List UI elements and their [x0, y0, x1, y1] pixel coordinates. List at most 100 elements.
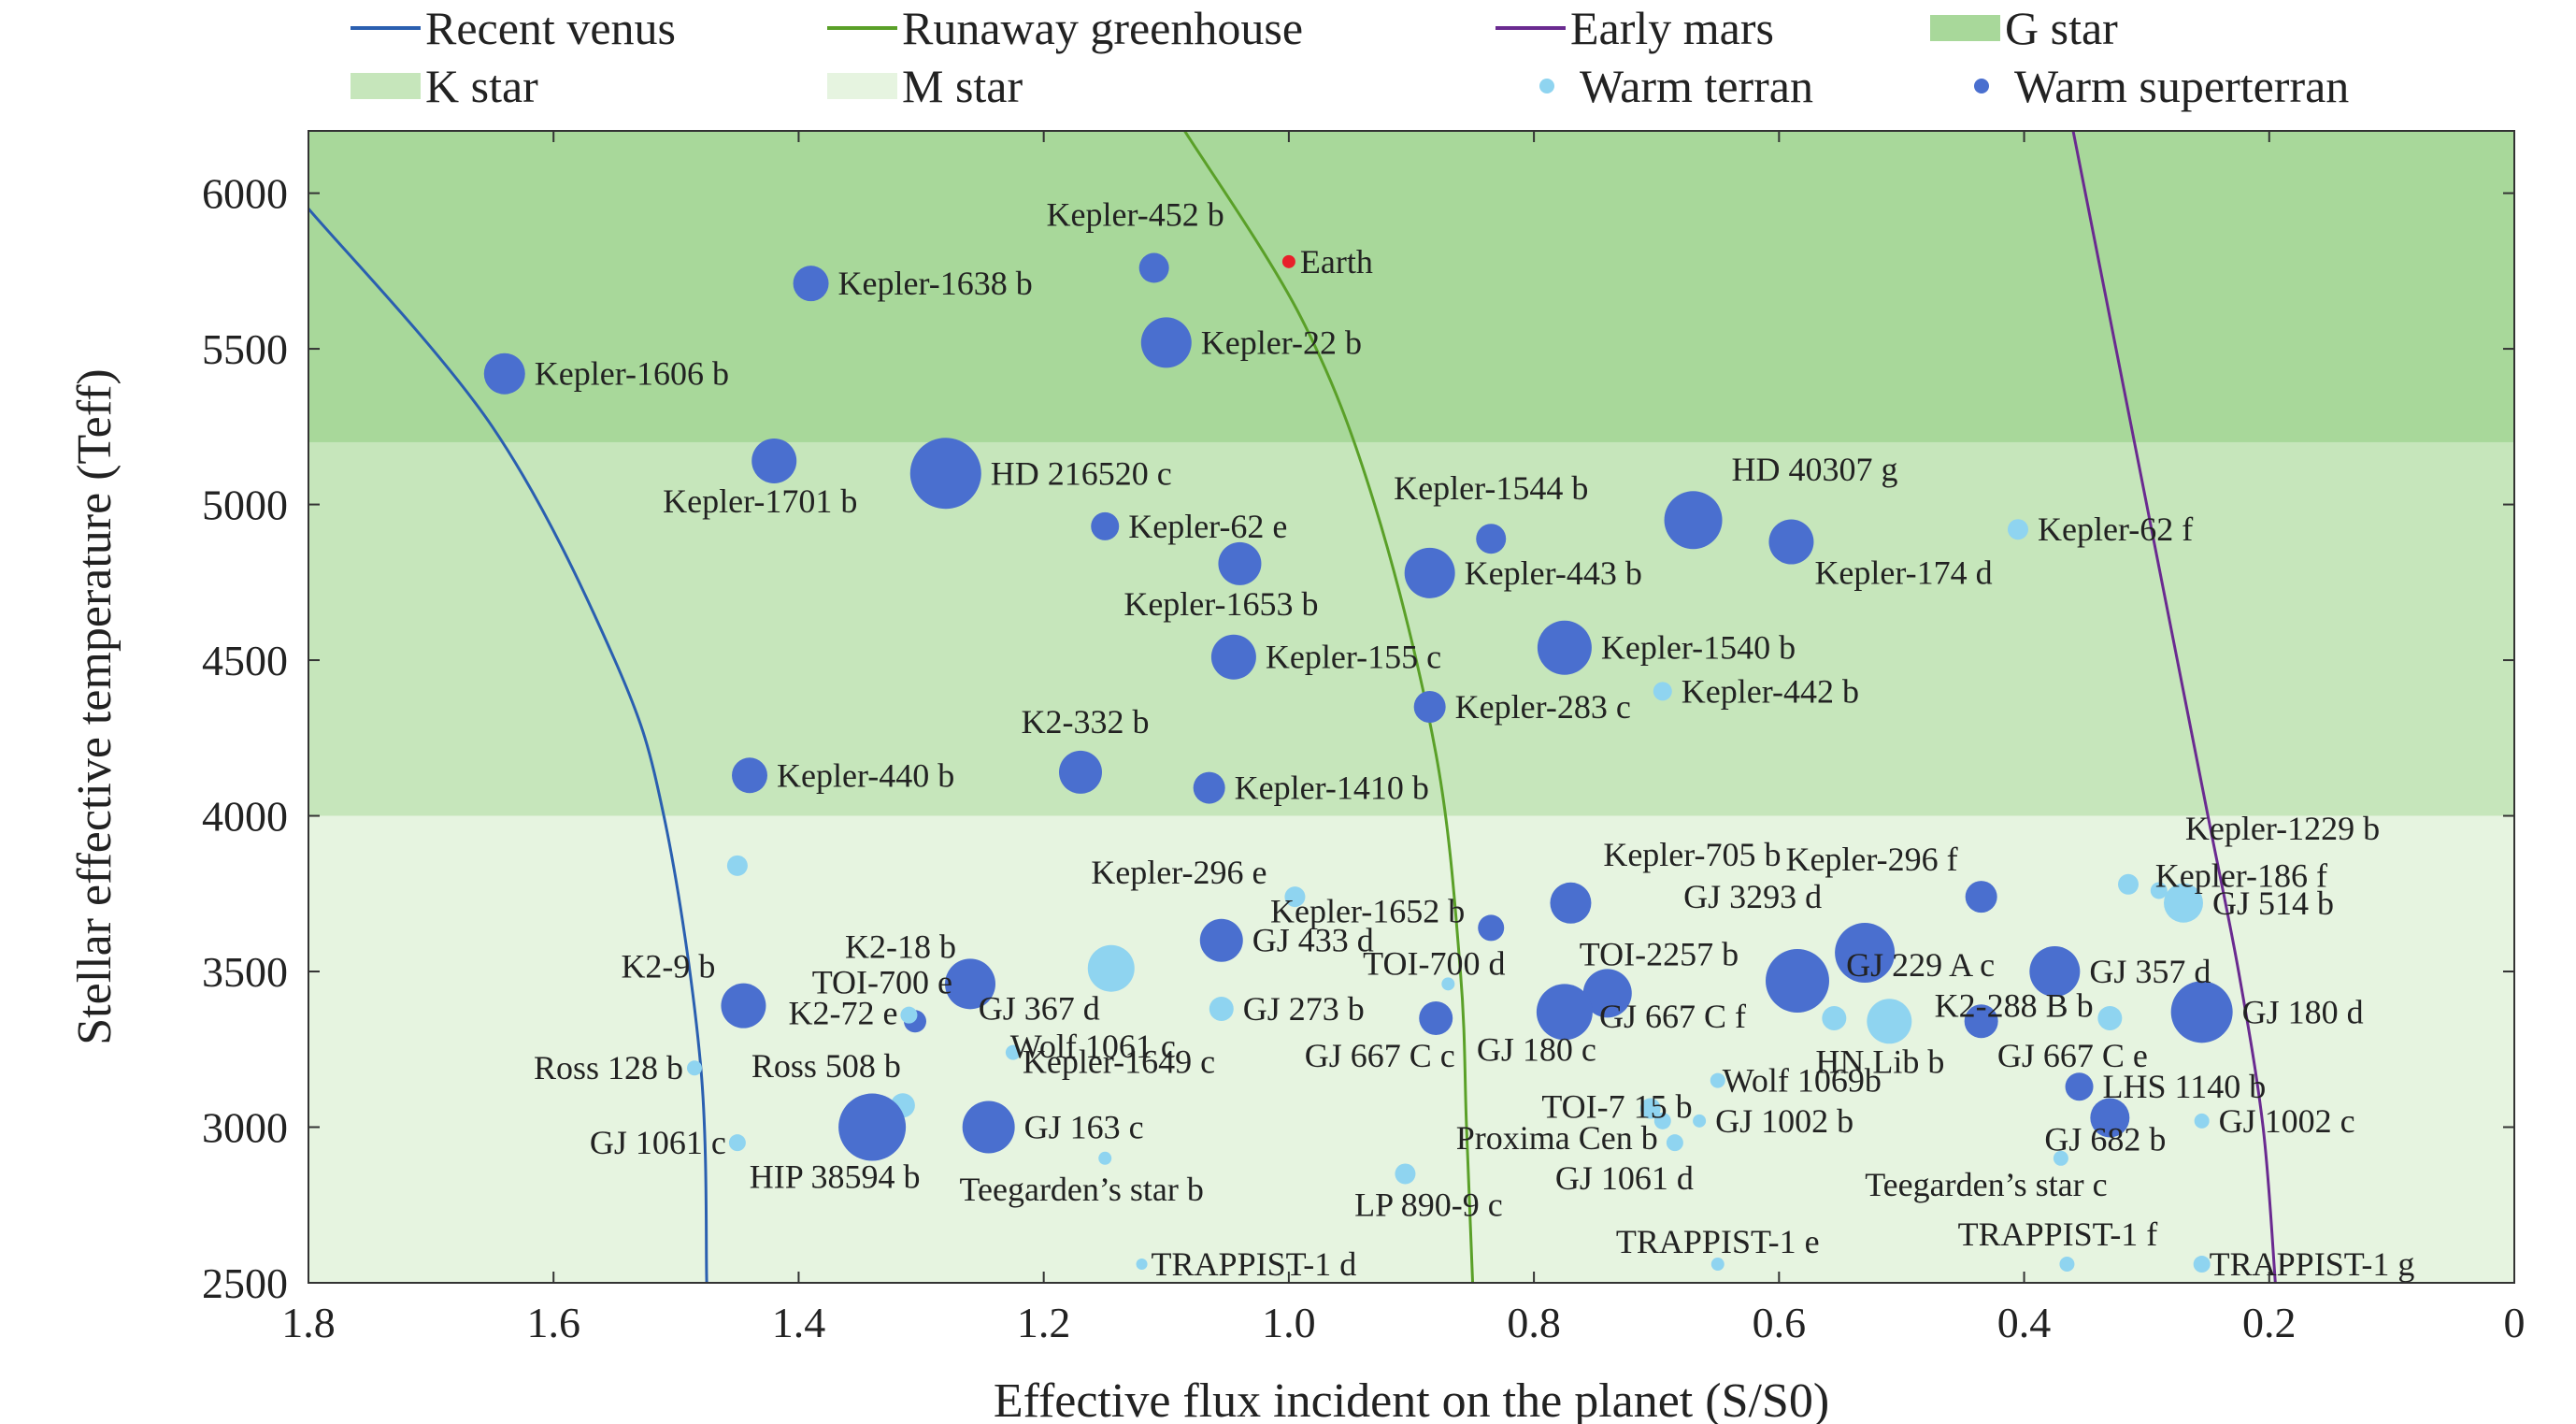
label-gj-433-d: GJ 433 d — [1252, 922, 1374, 959]
label-toi-7-15-b: TOI-7 15 b — [1541, 1088, 1692, 1126]
point-gj-667-c-f — [1766, 949, 1829, 1014]
y-tick-label: 5000 — [202, 482, 288, 529]
point-kepler-452-b — [1138, 252, 1169, 283]
label-gj-1002-b: GJ 1002 b — [1715, 1102, 1853, 1140]
point-kepler-296-e — [1284, 886, 1306, 908]
x-axis-ticks: 1.8 1.6 1.4 1.2 1.0 0.8 0.6 0.4 0.2 0 — [281, 131, 2526, 1346]
label-gj-180-d: GJ 180 d — [2242, 993, 2364, 1030]
label-kepler-296-e: Kepler-296 e — [1091, 854, 1267, 891]
point-kepler-174-d — [1768, 519, 1814, 565]
label-kepler-1649-c: Kepler-1649 c — [1023, 1043, 1215, 1081]
point-kepler-186-f — [2150, 882, 2168, 899]
point-kepler-440-b — [732, 757, 767, 794]
point-kepler-1540-b — [1537, 620, 1592, 675]
point-gj-357-d — [2029, 946, 2081, 998]
label-kepler-186-f: Kepler-186 f — [2155, 856, 2327, 894]
point-kepler-296-f — [1965, 881, 1997, 913]
point-lp-890-9-c — [1395, 1163, 1416, 1185]
point-trappist-1-d — [1136, 1259, 1148, 1271]
point-kepler-442-b — [1653, 682, 1672, 701]
point-kepler-1606-b — [483, 352, 525, 395]
label-kepler-1540-b: Kepler-1540 b — [1601, 629, 1796, 667]
label-gj-667-c-f: GJ 667 C f — [1599, 998, 1746, 1035]
label-kepler-1653-b: Kepler-1653 b — [1123, 585, 1318, 623]
point-unlabeled-45 — [1822, 1005, 1847, 1030]
label-kepler-62-e: Kepler-62 e — [1128, 508, 1287, 545]
plot-frame — [308, 130, 2515, 1284]
planet-labels: Kepler-1606 b Kepler-1638 b Kepler-452 b Ea… — [534, 196, 2414, 1284]
point-trappist-1-e — [1710, 1258, 1724, 1272]
y-axis-label: Stellar effective temperature (Teff) — [68, 368, 122, 1044]
label-k2-72-e: K2-72 e — [788, 995, 897, 1032]
point-gj-1061-c — [728, 1134, 746, 1152]
label-toi-2257-b: TOI-2257 b — [1580, 935, 1739, 972]
point-lhs-1140-b — [2065, 1072, 2094, 1101]
label-kepler-705-b: Kepler-705 b — [1603, 836, 1781, 873]
x-tick-label: 1.8 — [281, 1299, 336, 1346]
x-tick-label: 1.6 — [526, 1299, 580, 1346]
planet-points — [483, 252, 2233, 1273]
point-gj-667-c-c — [1419, 1000, 1453, 1035]
label-kepler-296-f: Kepler-296 f — [1785, 841, 1957, 878]
star-type-bands — [308, 131, 2514, 1283]
legend-warm-terran-label: Warm terran — [1580, 60, 1813, 112]
point-gj-3293-d — [1835, 923, 1896, 984]
label-earth: Earth — [1300, 243, 1373, 280]
label-gj-514-b: GJ 514 b — [2212, 885, 2334, 922]
x-tick-label: 0.8 — [1507, 1299, 1561, 1346]
label-hip-38594-b: HIP 38594 b — [750, 1158, 921, 1196]
point-k2-288-b-b — [1964, 1004, 1998, 1039]
label-gj-3293-d: GJ 3293 d — [1683, 878, 1822, 915]
label-kepler-440-b: Kepler-440 b — [777, 756, 954, 794]
label-gj-367-d: GJ 367 d — [979, 990, 1100, 1028]
label-ross-508-b: Ross 508 b — [751, 1047, 901, 1085]
point-kepler-1701-b — [751, 438, 797, 483]
point-gj-1002-c — [2194, 1113, 2210, 1129]
point-k2-332-b — [1059, 750, 1102, 794]
legend-k-star-label: K star — [425, 60, 538, 112]
label-gj-163-c: GJ 163 c — [1024, 1109, 1144, 1146]
point-gj-433-d — [1199, 918, 1243, 962]
point-hip-38594-b — [838, 1093, 907, 1161]
legend-g-star-swatch — [1930, 15, 2000, 41]
label-kepler-174-d: Kepler-174 d — [1814, 554, 1992, 592]
legend-k-star-swatch — [351, 73, 421, 99]
label-teegarden-s-star-c: Teegarden’s star c — [1865, 1166, 2107, 1203]
label-gj-667-c-e: GJ 667 C e — [1997, 1037, 2148, 1074]
legend-warm-terran-swatch — [1539, 79, 1554, 93]
label-k2-288-b-b: K2-288 B b — [1935, 986, 2094, 1024]
label-gj-1061-c: GJ 1061 c — [590, 1124, 726, 1161]
label-gj-180-c: GJ 180 c — [1477, 1030, 1596, 1068]
label-trappist-1-d: TRAPPIST-1 d — [1152, 1245, 1357, 1283]
point-kepler-1638-b — [793, 266, 829, 302]
label-wolf-1069b: Wolf 1069b — [1723, 1062, 1882, 1100]
point-kepler-443-b — [1404, 547, 1455, 598]
label-gj-667-c-c: GJ 667 C c — [1305, 1037, 1455, 1074]
point-gj-682-b — [2090, 1098, 2130, 1138]
legend-early-mars-label: Early mars — [1570, 2, 1774, 54]
point-hd-40307-g — [1664, 491, 1723, 550]
point-gj-273-b — [1209, 996, 1234, 1021]
point-kepler-1649-c — [1005, 1044, 1021, 1060]
point-trappist-1-g — [2193, 1256, 2211, 1273]
x-tick-label: 0 — [2504, 1299, 2526, 1346]
label-trappist-1-f: TRAPPIST-1 f — [1958, 1215, 2158, 1253]
label-lhs-1140-b: LHS 1140 b — [2103, 1068, 2267, 1105]
point-proxima-cen-b — [1653, 1112, 1671, 1129]
label-kepler-452-b: Kepler-452 b — [1047, 196, 1224, 234]
y-tick-label: 3000 — [202, 1104, 288, 1152]
label-k2-18-b: K2-18 b — [845, 928, 956, 965]
point-ross-128-b — [687, 1060, 702, 1076]
point-kepler-1229-b — [2118, 873, 2139, 895]
label-kepler-1410-b: Kepler-1410 b — [1235, 770, 1429, 807]
habitable-zone-boundaries — [308, 131, 2277, 1283]
label-kepler-1229-b: Kepler-1229 b — [2185, 810, 2380, 847]
curve-recent-venus — [308, 208, 708, 1283]
x-tick-label: 0.2 — [2242, 1299, 2297, 1346]
band-g-star — [308, 131, 2514, 442]
point-kepler-1544-b — [1476, 524, 1507, 554]
legend-m-star-swatch — [827, 73, 897, 99]
point-kepler-1653-b — [1218, 541, 1262, 585]
label-kepler-283-c: Kepler-283 c — [1455, 688, 1631, 726]
y-tick-label: 2500 — [202, 1259, 288, 1307]
